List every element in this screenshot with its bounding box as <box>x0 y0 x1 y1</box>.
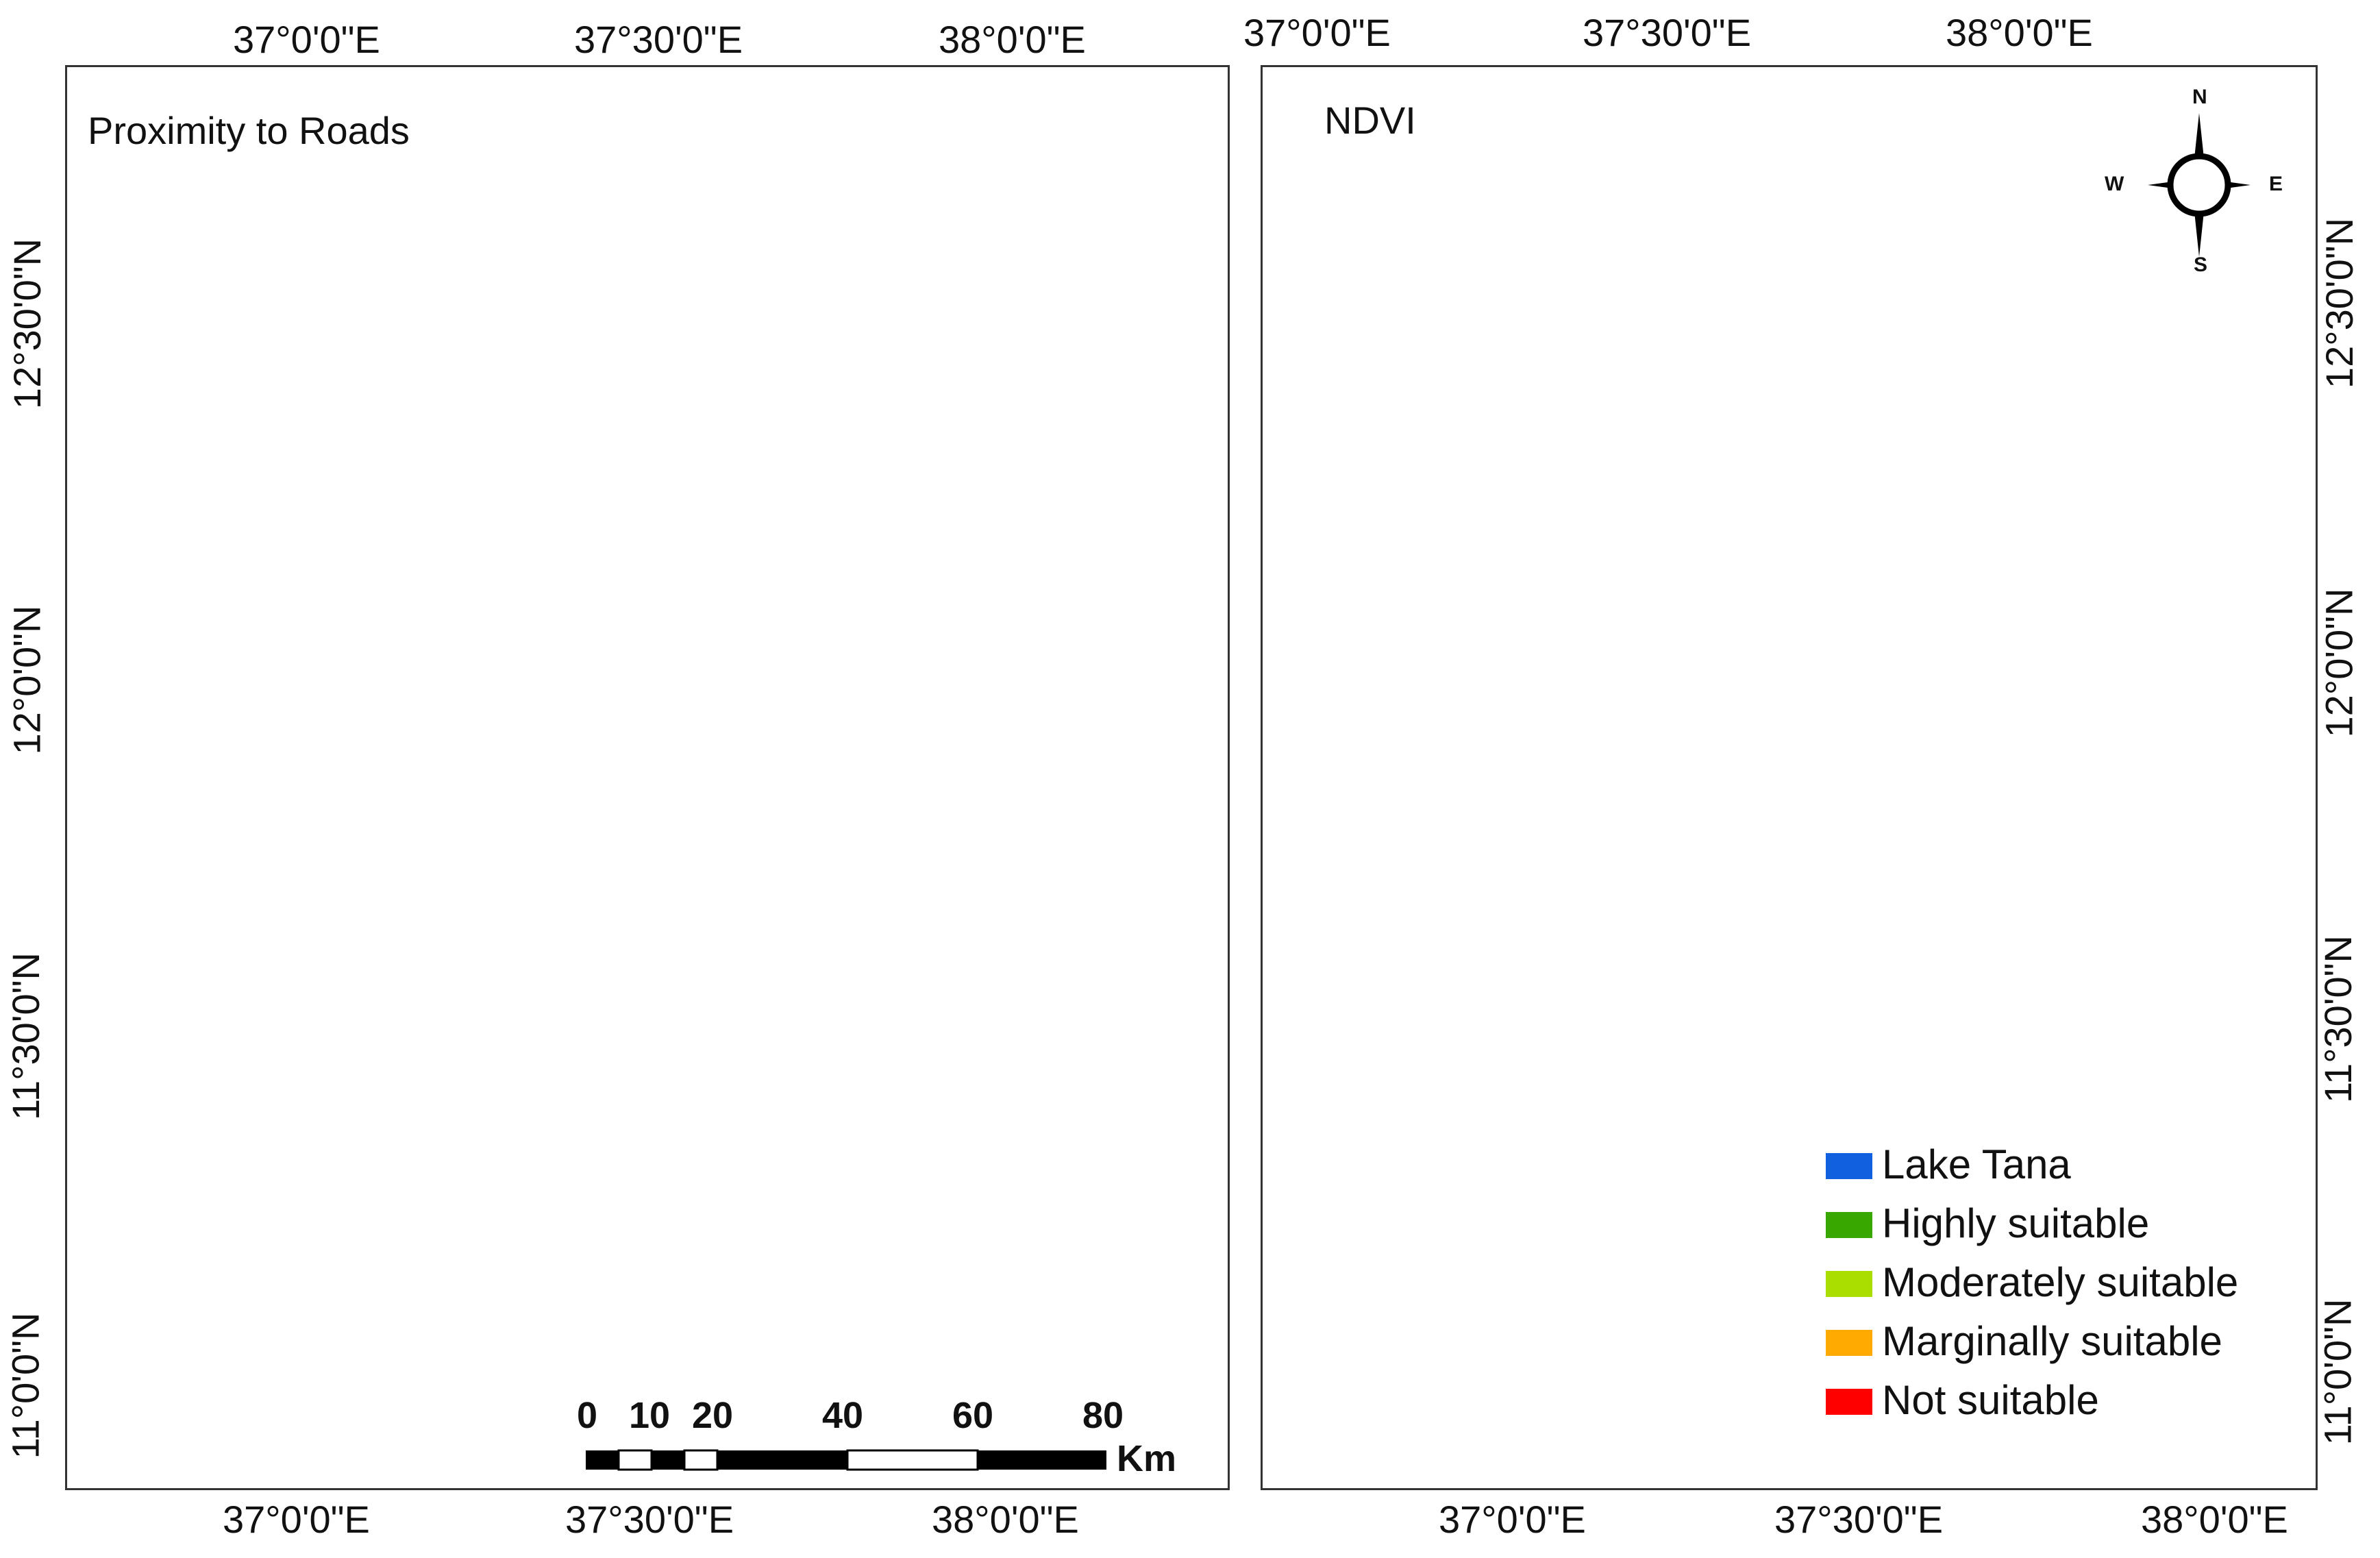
right-side-lat-1: 12°30'0"N <box>2318 217 2362 389</box>
legend-label: Not suitable <box>1882 1377 2099 1423</box>
legend-item: Highly suitable <box>1826 1200 2305 1248</box>
left-bottom-lon-3: 38°0'0"E <box>932 1498 1079 1541</box>
left-top-lon-2: 37°30'0"E <box>574 18 743 61</box>
legend-item: Marginally suitable <box>1826 1318 2305 1365</box>
legend-swatch-lake <box>1826 1153 1872 1179</box>
left-side-lat-4: 11°0'0"N <box>3 1312 47 1459</box>
scale-label-60: 60 <box>952 1395 994 1436</box>
roads-panel-title: Proximity to Roads <box>88 109 410 152</box>
scale-label-20: 20 <box>692 1395 734 1436</box>
scale-bar-segments <box>586 1449 1106 1471</box>
north-letter: N <box>2192 86 2207 108</box>
right-side-lat-2: 12°0'0"N <box>2317 588 2361 738</box>
left-side-lat-3: 11°30'0"N <box>3 952 47 1120</box>
right-top-lon-1: 37°0'0"E <box>1243 11 1391 54</box>
legend-swatch-not-suitable <box>1826 1389 1872 1415</box>
left-bottom-lon-2: 37°30'0"E <box>565 1498 734 1541</box>
right-bottom-lon-1: 37°0'0"E <box>1439 1498 1586 1541</box>
legend-item: Moderately suitable <box>1826 1259 2305 1307</box>
left-bottom-lon-1: 37°0'0"E <box>223 1498 370 1541</box>
south-letter: S <box>2194 254 2208 276</box>
scale-unit: Km <box>1117 1438 1177 1479</box>
legend-label: Highly suitable <box>1882 1200 2150 1246</box>
scale-label-40: 40 <box>822 1395 864 1436</box>
scale-label-0: 0 <box>577 1395 598 1436</box>
legend-label: Lake Tana <box>1882 1141 2071 1187</box>
legend-swatch-moderately <box>1826 1271 1872 1297</box>
legend-label: Marginally suitable <box>1882 1318 2222 1364</box>
legend-label: Moderately suitable <box>1882 1259 2239 1305</box>
legend-swatch-marginally <box>1826 1330 1872 1356</box>
right-bottom-lon-3: 38°0'0"E <box>2141 1498 2288 1541</box>
west-letter: W <box>2105 173 2124 195</box>
left-top-lon-3: 38°0'0"E <box>939 18 1086 61</box>
roads-map-panel: Proximity to Roads <box>65 65 1230 1490</box>
compass-rose-icon <box>2148 113 2251 257</box>
scale-label-10: 10 <box>629 1395 671 1436</box>
east-letter: E <box>2269 173 2283 195</box>
legend-item: Not suitable <box>1826 1376 2305 1424</box>
ndvi-panel-title: NDVI <box>1324 99 1416 142</box>
right-top-lon-2: 37°30'0"E <box>1583 11 1752 54</box>
right-side-lat-4: 11°0'0"N <box>2316 1298 2359 1446</box>
right-side-lat-3: 11°30'0"N <box>2316 935 2359 1103</box>
left-top-lon-1: 37°0'0"E <box>233 18 380 61</box>
left-side-lat-2: 12°0'0"N <box>5 605 49 755</box>
right-top-lon-3: 38°0'0"E <box>1946 11 2093 54</box>
right-bottom-lon-2: 37°30'0"E <box>1774 1498 1944 1541</box>
legend-swatch-highly <box>1826 1212 1872 1238</box>
left-side-lat-1: 12°30'0"N <box>5 238 49 410</box>
legend-item: Lake Tana <box>1826 1141 2305 1189</box>
ndvi-map-panel: NDVI <box>1261 65 2318 1490</box>
scale-label-80: 80 <box>1082 1395 1124 1436</box>
